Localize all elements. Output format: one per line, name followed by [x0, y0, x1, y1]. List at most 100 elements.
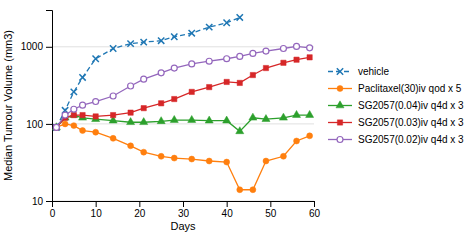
legend-item: vehicle: [328, 66, 390, 77]
legend-marker: [337, 68, 343, 74]
point: [250, 72, 255, 77]
plot: 0102030405060101001000: [21, 11, 321, 220]
point: [71, 123, 77, 129]
point: [140, 118, 148, 125]
point: [171, 155, 177, 161]
tick-mark: [227, 201, 228, 207]
point: [307, 55, 312, 60]
legend-label: SG2057(0.02)iv q4d x 3: [358, 134, 464, 145]
point: [207, 84, 212, 89]
legend-marker: [336, 101, 344, 108]
chart: 0102030405060101001000DaysMedian Tumour …: [0, 0, 474, 233]
tick: 0: [50, 201, 56, 219]
point: [158, 153, 164, 159]
point: [93, 114, 98, 119]
series-markers: [53, 43, 312, 130]
tick-label: 0: [50, 208, 56, 219]
series-line: [56, 46, 309, 127]
point: [280, 46, 286, 52]
point: [159, 101, 164, 106]
tick-mark: [96, 201, 97, 207]
point: [171, 65, 177, 71]
point: [294, 57, 299, 62]
tick-label: 60: [309, 208, 321, 219]
point: [53, 124, 59, 130]
series-markers: [53, 14, 243, 130]
point: [281, 60, 286, 65]
legend: vehicle Paclitaxel(30)iv qod x 5 SG2057(0.…: [328, 66, 464, 145]
point: [294, 138, 300, 144]
grid-line: [52, 46, 314, 47]
tick: 50: [265, 201, 277, 219]
point: [205, 116, 213, 123]
tick-mark: [46, 124, 52, 125]
point: [54, 125, 59, 130]
x-axis: 0102030405060: [50, 201, 321, 219]
point: [307, 45, 313, 51]
point: [92, 115, 100, 122]
point: [71, 106, 77, 112]
point: [71, 89, 77, 95]
series-markers: [52, 110, 313, 133]
point: [188, 115, 196, 122]
legend-marker: [337, 120, 342, 125]
point: [93, 129, 99, 135]
series-group: [52, 14, 313, 192]
point: [263, 65, 268, 70]
tick: 20: [134, 201, 146, 219]
point: [237, 14, 243, 20]
point: [110, 112, 115, 117]
tick-mark: [183, 201, 184, 207]
y-axis-title: Median Tumour Volume (mm3): [2, 30, 14, 181]
point: [236, 127, 244, 134]
point: [279, 113, 287, 120]
point: [128, 83, 134, 89]
tick-mark: [46, 47, 52, 48]
grid: [52, 47, 314, 201]
tick: 100: [26, 119, 52, 130]
legend-label: vehicle: [358, 66, 390, 77]
point: [306, 110, 314, 117]
legend-item: Paclitaxel(30)iv qod x 5: [328, 83, 462, 94]
point: [237, 187, 243, 193]
tick: 30: [178, 201, 190, 219]
point: [170, 115, 178, 122]
tick: 1000: [21, 41, 52, 52]
point: [171, 34, 177, 40]
tick-label: 1000: [21, 41, 44, 52]
tick-mark: [139, 201, 140, 207]
point: [224, 56, 230, 62]
point: [158, 70, 164, 76]
tick-label: 50: [265, 208, 277, 219]
point: [307, 133, 313, 139]
point: [71, 112, 76, 117]
point: [62, 121, 68, 127]
point: [223, 116, 231, 123]
point: [110, 93, 116, 99]
point: [293, 110, 301, 117]
legend-marker: [337, 137, 343, 143]
y-axis: 10 100 1000: [21, 11, 53, 207]
tick-label: 20: [134, 208, 146, 219]
point: [189, 89, 194, 94]
legend-label: SG2057(0.03)iv q4d x 3: [358, 117, 464, 128]
point: [141, 149, 147, 155]
point: [93, 99, 99, 105]
point: [189, 156, 195, 162]
point: [80, 102, 86, 108]
series-markers: [53, 121, 312, 193]
legend-label: SG2057(0.04)iv q4d x 3: [358, 100, 464, 111]
point: [92, 56, 98, 62]
legend-label: Paclitaxel(30)iv qod x 5: [358, 83, 462, 94]
point: [172, 96, 177, 101]
tick: 10: [91, 201, 103, 219]
point: [237, 80, 242, 85]
tick-mark: [314, 201, 315, 207]
point: [141, 39, 147, 45]
tick-label: 10: [32, 196, 44, 207]
point: [141, 106, 146, 111]
point: [110, 45, 116, 51]
point: [79, 113, 87, 120]
series-line: [56, 124, 309, 190]
point: [206, 24, 212, 30]
